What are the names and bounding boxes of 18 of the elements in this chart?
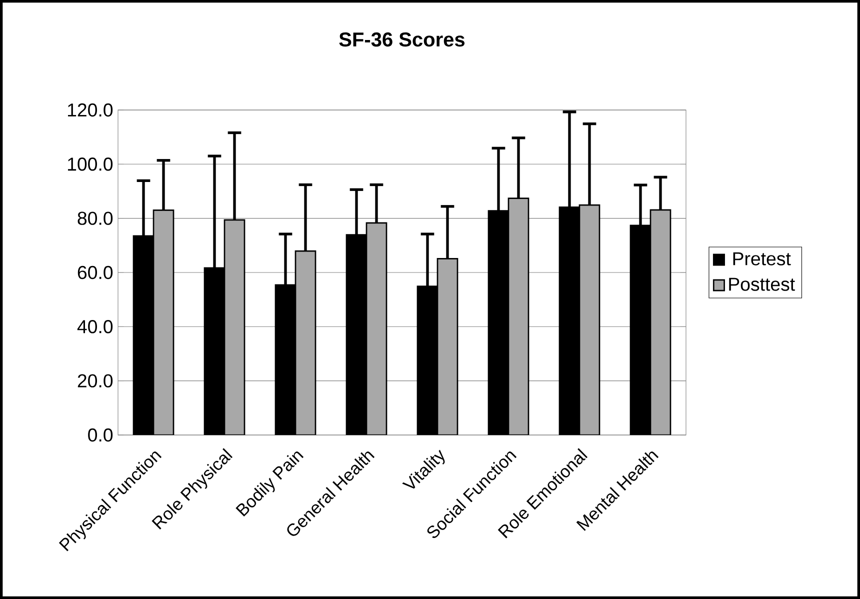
y-tick-label: 100.0 (68, 158, 113, 171)
y-tick-label: 0.0 (88, 428, 113, 442)
bar (366, 222, 388, 435)
y-tick-label: 40.0 (77, 320, 113, 334)
y-tick-label: 80.0 (78, 212, 113, 225)
legend-label: Pretest (733, 252, 791, 266)
bar (578, 204, 600, 435)
bar (152, 210, 174, 435)
y-tick-label: 60.0 (78, 266, 113, 280)
bar (224, 219, 246, 435)
bar (294, 250, 316, 435)
bar (436, 258, 458, 435)
y-tick-label: 20.0 (78, 374, 113, 388)
bar (508, 198, 530, 435)
bar (650, 209, 672, 435)
legend-label: Posttest (729, 278, 795, 291)
chart-title: SF-36 Scores (339, 32, 464, 47)
y-tick-label: 120.0 (68, 103, 113, 117)
